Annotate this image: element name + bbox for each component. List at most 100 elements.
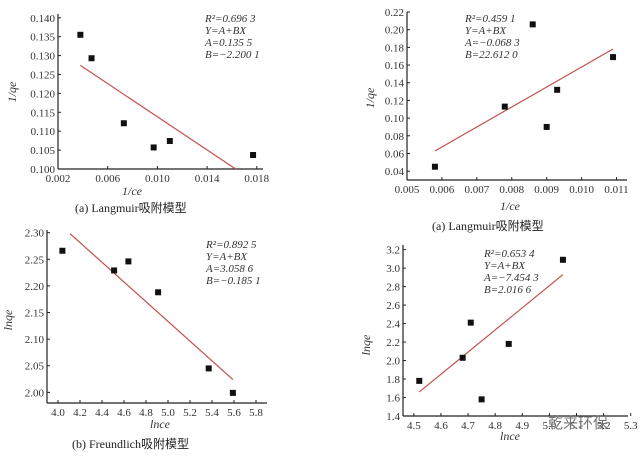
data-point <box>505 340 512 347</box>
data-point <box>543 123 550 130</box>
y-tick-label: 2.8 <box>386 282 400 294</box>
equation-line: R²=0.653 4 <box>483 248 535 260</box>
x-axis-label: lnce <box>150 417 171 431</box>
x-tick-label: 0.011 <box>604 184 628 196</box>
data-point <box>229 389 236 396</box>
data-point <box>77 31 84 38</box>
y-tick-label: 2.20 <box>25 281 45 293</box>
x-axis-label: lnce <box>500 429 521 443</box>
y-tick-label: 0.22 <box>385 7 404 19</box>
data-point <box>467 319 474 326</box>
x-tick-label: 4.6 <box>434 420 448 432</box>
x-tick-label: 0.007 <box>464 184 489 196</box>
y-tick-label: 0.14 <box>385 78 405 90</box>
x-tick-label: 0.018 <box>244 173 269 185</box>
x-tick-label: 0.014 <box>195 173 220 185</box>
y-axis-label: lnqe <box>1 309 15 330</box>
y-tick-label: 0.12 <box>385 95 404 107</box>
x-tick-label: 4.6 <box>117 407 131 419</box>
data-point <box>416 377 423 384</box>
data-point <box>205 365 212 372</box>
equation-line: Y=A+BX <box>465 25 507 37</box>
y-tick-label: 0.115 <box>31 107 56 119</box>
x-tick-label: 4.0 <box>51 407 65 419</box>
equation-line: B=22.612 0 <box>465 49 518 61</box>
x-tick-label: 5.0 <box>543 420 557 432</box>
equation-line: R²=0.696 3 <box>204 13 256 25</box>
x-tick-label: 5.2 <box>183 407 197 419</box>
equation-line: R²=0.459 1 <box>464 13 515 25</box>
equation-line: B=−0.185 1 <box>206 275 261 287</box>
x-tick-label: 5.0 <box>161 407 175 419</box>
fit-line <box>80 64 236 170</box>
y-tick-label: 0.20 <box>385 25 405 37</box>
equation-line: Y=A+BX <box>206 251 248 263</box>
data-point <box>459 354 466 361</box>
data-point <box>554 86 561 93</box>
y-tick-label: 1.6 <box>386 393 400 405</box>
equation-line: B=2.016 6 <box>484 284 532 296</box>
chart-caption: (b) Freundlich吸附模型 <box>72 437 189 451</box>
x-tick-label: 4.2 <box>73 407 87 419</box>
y-tick-label: 2.15 <box>25 308 45 320</box>
x-tick-label: 0.010 <box>145 173 170 185</box>
y-tick-label: 0.105 <box>30 145 55 157</box>
y-tick-label: 2.6 <box>386 300 400 312</box>
data-point <box>610 54 617 61</box>
equation-line: A=0.135 5 <box>204 37 253 49</box>
data-point <box>88 55 95 62</box>
x-tick-label: 4.4 <box>95 407 109 419</box>
equation-line: Y=A+BX <box>205 25 247 37</box>
y-tick-label: 0.04 <box>385 166 405 178</box>
fit-line <box>418 274 564 393</box>
x-tick-label: 4.5 <box>407 420 421 432</box>
x-tick-label: 4.8 <box>488 420 502 432</box>
y-tick-label: 0.120 <box>30 88 55 100</box>
equation-line: Y=A+BX <box>484 260 526 272</box>
y-tick-label: 2.30 <box>25 228 45 240</box>
data-point <box>125 258 132 265</box>
data-point <box>250 152 257 159</box>
data-point <box>431 163 438 170</box>
y-tick-label: 0.06 <box>385 148 405 160</box>
y-tick-label: 0.16 <box>385 60 405 72</box>
equation-line: A=−0.068 3 <box>464 37 520 49</box>
y-tick-label: 2.10 <box>25 334 45 346</box>
fit-line <box>69 233 234 381</box>
x-tick-label: 0.010 <box>569 184 594 196</box>
x-tick-label: 0.006 <box>95 173 120 185</box>
x-tick-label: 5.2 <box>597 420 611 432</box>
y-tick-label: 0.130 <box>30 51 55 63</box>
x-tick-label: 0.009 <box>534 184 559 196</box>
fit-line <box>434 48 614 152</box>
y-tick-label: 0.110 <box>31 126 56 138</box>
x-tick-label: 5.8 <box>249 407 263 419</box>
y-tick-label: 2.0 <box>386 356 400 368</box>
y-tick-label: 0.140 <box>30 13 55 25</box>
data-point <box>501 103 508 110</box>
y-tick-label: 2.25 <box>25 254 45 266</box>
y-tick-label: 2.00 <box>25 387 45 399</box>
x-tick-label: 0.005 <box>395 184 420 196</box>
x-tick-label: 5.3 <box>624 420 638 432</box>
x-tick-label: 5.1 <box>570 420 584 432</box>
y-axis-label: 1/qe <box>5 81 19 102</box>
x-tick-label: 4.9 <box>515 420 529 432</box>
data-point <box>478 396 485 403</box>
x-axis-label: 1/ce <box>122 184 143 198</box>
x-axis-label: 1/ce <box>500 199 521 213</box>
y-tick-label: 1.4 <box>386 411 400 423</box>
y-tick-label: 0.18 <box>385 42 405 54</box>
x-tick-label: 4.8 <box>139 407 153 419</box>
data-point <box>59 247 66 254</box>
y-tick-label: 3.0 <box>386 263 400 275</box>
y-tick-label: 0.08 <box>385 131 405 143</box>
y-tick-label: 0.125 <box>30 69 55 81</box>
data-point <box>150 144 157 151</box>
data-point <box>529 21 536 28</box>
data-point <box>166 138 173 145</box>
y-tick-label: 0.100 <box>30 164 55 176</box>
watermark: 乾来环保 <box>548 414 609 432</box>
equation-line: B=−2.200 1 <box>205 49 260 61</box>
